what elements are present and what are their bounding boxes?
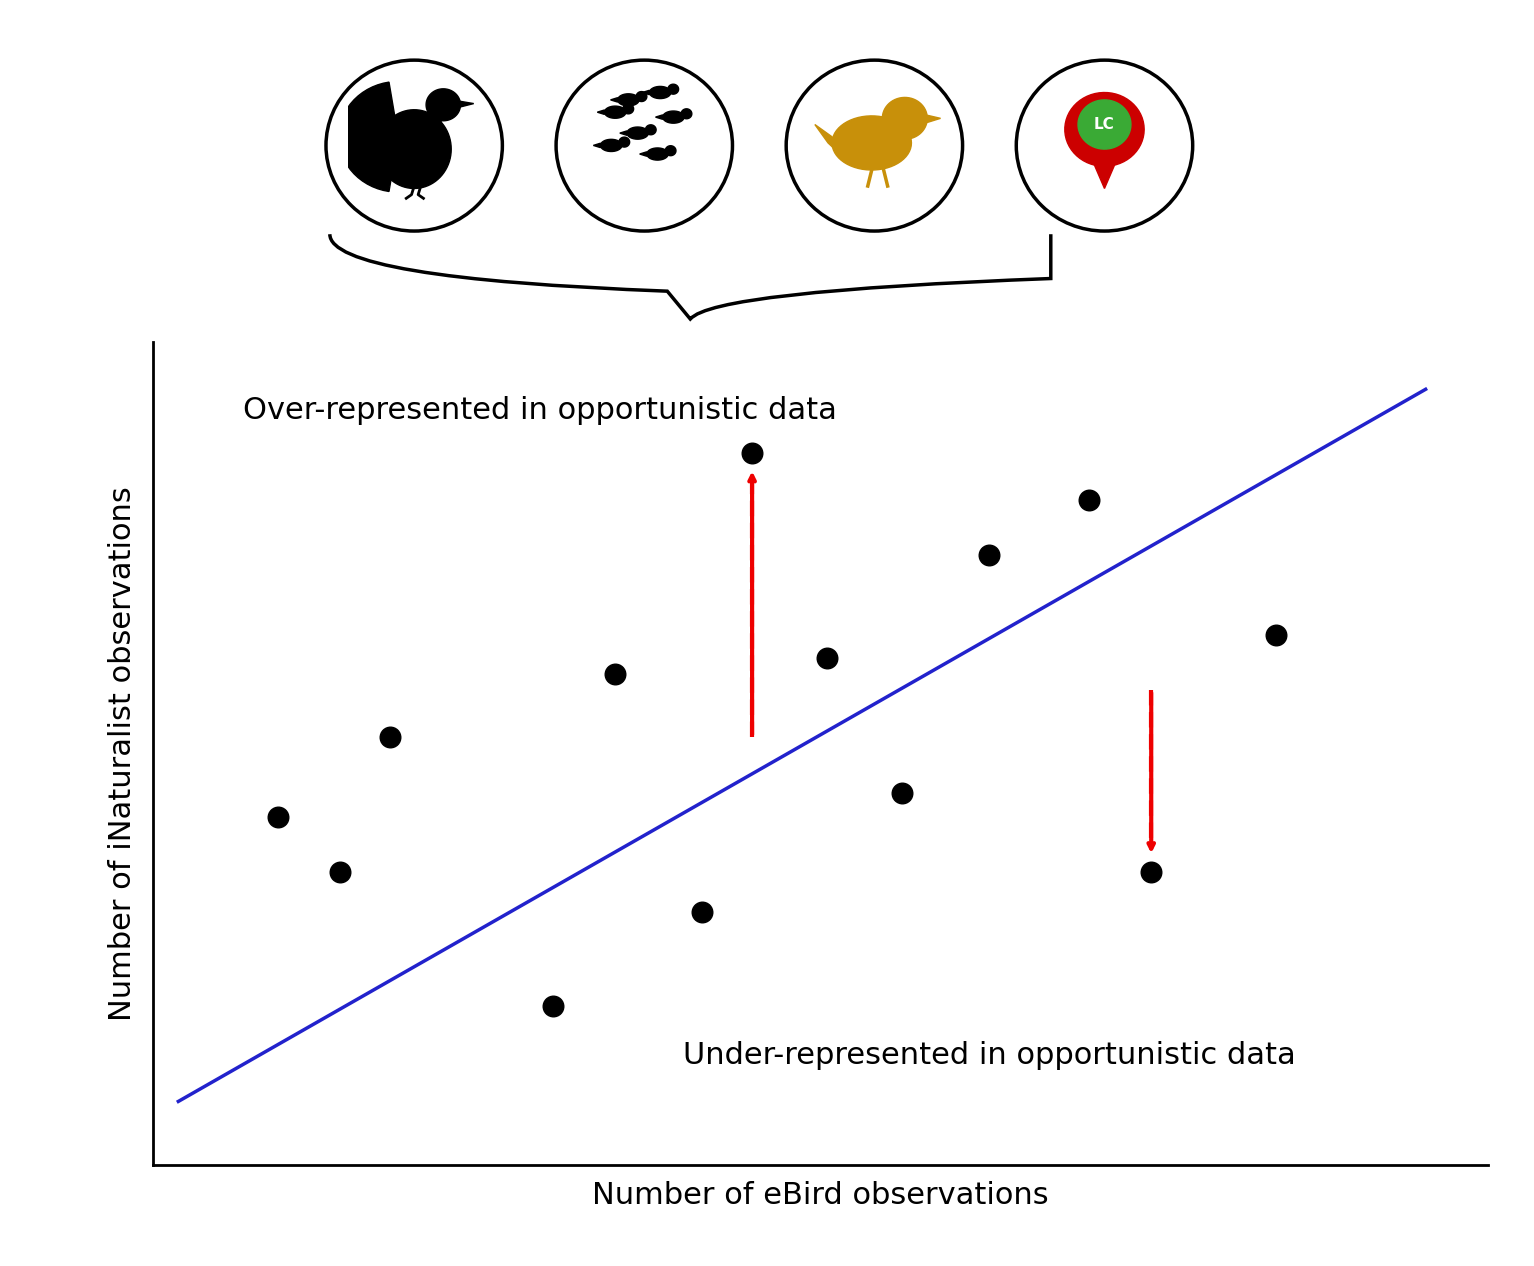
Point (1077, 490, 1101, 510)
Polygon shape (643, 90, 649, 95)
Polygon shape (623, 104, 634, 114)
Polygon shape (618, 137, 629, 147)
Polygon shape (831, 116, 911, 170)
Polygon shape (620, 130, 627, 135)
Point (977, 546, 1002, 566)
Polygon shape (640, 152, 647, 156)
Polygon shape (681, 109, 692, 119)
Polygon shape (611, 97, 618, 103)
Point (815, 648, 839, 668)
Polygon shape (666, 146, 676, 156)
Polygon shape (882, 97, 927, 139)
Polygon shape (377, 110, 451, 189)
X-axis label: Number of eBird observations: Number of eBird observations (592, 1181, 1049, 1210)
Polygon shape (600, 139, 621, 152)
Polygon shape (925, 115, 940, 123)
Text: Under-represented in opportunistic data: Under-represented in opportunistic data (683, 1041, 1295, 1070)
Point (1264, 624, 1289, 644)
Polygon shape (597, 110, 604, 114)
Point (1138, 862, 1163, 882)
Polygon shape (339, 82, 399, 191)
Polygon shape (637, 91, 647, 101)
Polygon shape (1080, 133, 1129, 189)
Point (690, 901, 715, 922)
Point (540, 996, 565, 1017)
Polygon shape (646, 125, 657, 134)
Polygon shape (854, 118, 890, 149)
Point (890, 782, 914, 803)
Polygon shape (594, 143, 600, 148)
Polygon shape (459, 101, 474, 108)
Polygon shape (627, 127, 649, 139)
Polygon shape (649, 86, 670, 99)
Polygon shape (667, 85, 678, 94)
Text: LC: LC (1094, 116, 1115, 132)
Polygon shape (1078, 100, 1131, 149)
Polygon shape (815, 124, 838, 152)
Polygon shape (647, 148, 669, 160)
Polygon shape (425, 113, 443, 129)
Polygon shape (604, 106, 626, 118)
Point (377, 727, 402, 747)
Text: Over-represented in opportunistic data: Over-represented in opportunistic data (242, 396, 838, 425)
Polygon shape (663, 111, 684, 123)
Polygon shape (1065, 92, 1144, 166)
Polygon shape (618, 94, 640, 106)
Point (265, 806, 290, 827)
Polygon shape (655, 115, 663, 119)
Polygon shape (426, 89, 460, 120)
Y-axis label: Number of iNaturalist observations: Number of iNaturalist observations (107, 486, 137, 1020)
Point (603, 665, 627, 685)
Point (739, 443, 764, 463)
Point (328, 862, 353, 882)
